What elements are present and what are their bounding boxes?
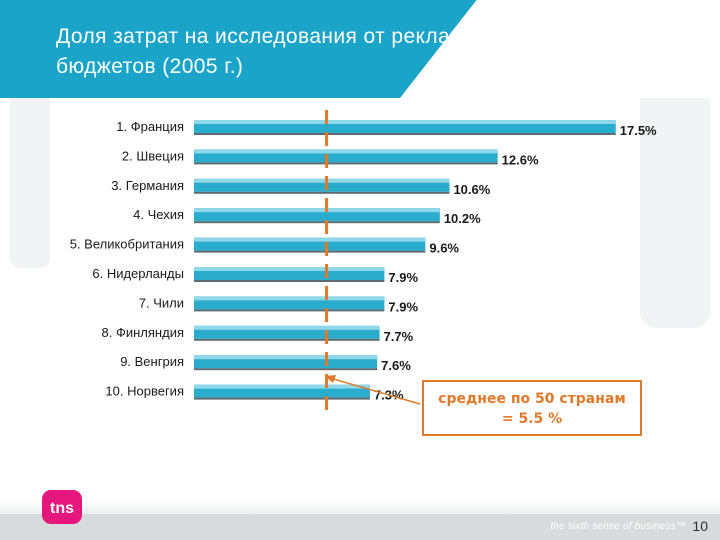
title-line-1: Доля затрат на исследования от рекламных xyxy=(56,25,504,48)
bar-shadow xyxy=(194,368,378,371)
value-label: 7.7% xyxy=(384,329,414,344)
bar-highlight xyxy=(194,296,385,301)
footer-band xyxy=(0,500,720,540)
value-label: 7.6% xyxy=(381,358,411,373)
bar-highlight xyxy=(194,237,426,242)
bar-shadow xyxy=(194,191,450,194)
category-label: 10. Норвегия xyxy=(105,384,184,399)
bar-shadow xyxy=(194,133,616,135)
value-label: 9.6% xyxy=(429,241,459,256)
category-label: 4. Чехия xyxy=(133,207,184,222)
svg-text:tns: tns xyxy=(50,500,74,517)
category-label: 5. Великобритания xyxy=(70,237,184,252)
bar-shadow xyxy=(194,250,426,253)
category-label: 1. Франция xyxy=(116,119,184,134)
average-callout-line-1: среднее по 50 странам xyxy=(438,391,626,407)
background-shape-left xyxy=(10,98,50,268)
bar-highlight xyxy=(194,267,385,271)
footer-tagline: the sixth sense of business™ xyxy=(550,521,686,532)
value-label: 17.5% xyxy=(620,123,657,138)
bar-shadow xyxy=(194,309,385,312)
average-pointer-line xyxy=(329,377,421,405)
page-number: 10 xyxy=(692,518,708,534)
bar-highlight xyxy=(194,208,440,213)
average-pointer-arrowhead xyxy=(325,375,336,383)
bar-shadow xyxy=(194,280,385,282)
bar-shadow xyxy=(194,338,380,341)
bar-highlight xyxy=(194,120,616,124)
tns-logo: tns xyxy=(42,490,82,524)
average-callout-line-2: = 5.5 % xyxy=(501,411,563,427)
category-label: 3. Германия xyxy=(111,178,184,193)
bar-highlight xyxy=(194,149,498,154)
bar-shadow xyxy=(194,397,370,400)
average-callout: среднее по 50 странам = 5.5 % xyxy=(422,380,642,436)
bar-highlight xyxy=(194,355,378,360)
value-label: 10.6% xyxy=(453,182,490,197)
category-label: 2. Швеция xyxy=(122,148,184,163)
category-label: 6. Нидерланды xyxy=(92,266,184,281)
value-label: 10.2% xyxy=(444,211,481,226)
bar-shadow xyxy=(194,221,440,224)
category-label: 7. Чили xyxy=(139,295,184,310)
value-label: 12.6% xyxy=(502,152,539,167)
title-line-2: бюджетов (2005 г.) xyxy=(56,55,244,78)
value-label: 7.9% xyxy=(388,270,418,285)
slide-title: Доля затрат на исследования от рекламных… xyxy=(56,22,503,82)
bar-shadow xyxy=(194,162,498,165)
category-label: 9. Венгрия xyxy=(120,354,184,369)
blank-panel xyxy=(92,412,354,472)
bar-highlight xyxy=(194,325,380,330)
bar-highlight xyxy=(194,178,450,183)
background-shape-right xyxy=(640,98,710,328)
bar-highlight xyxy=(194,384,370,389)
category-label: 8. Финляндия xyxy=(102,325,184,340)
value-label: 7.9% xyxy=(388,299,418,314)
header-band: Доля затрат на исследования от рекламных… xyxy=(0,0,720,98)
